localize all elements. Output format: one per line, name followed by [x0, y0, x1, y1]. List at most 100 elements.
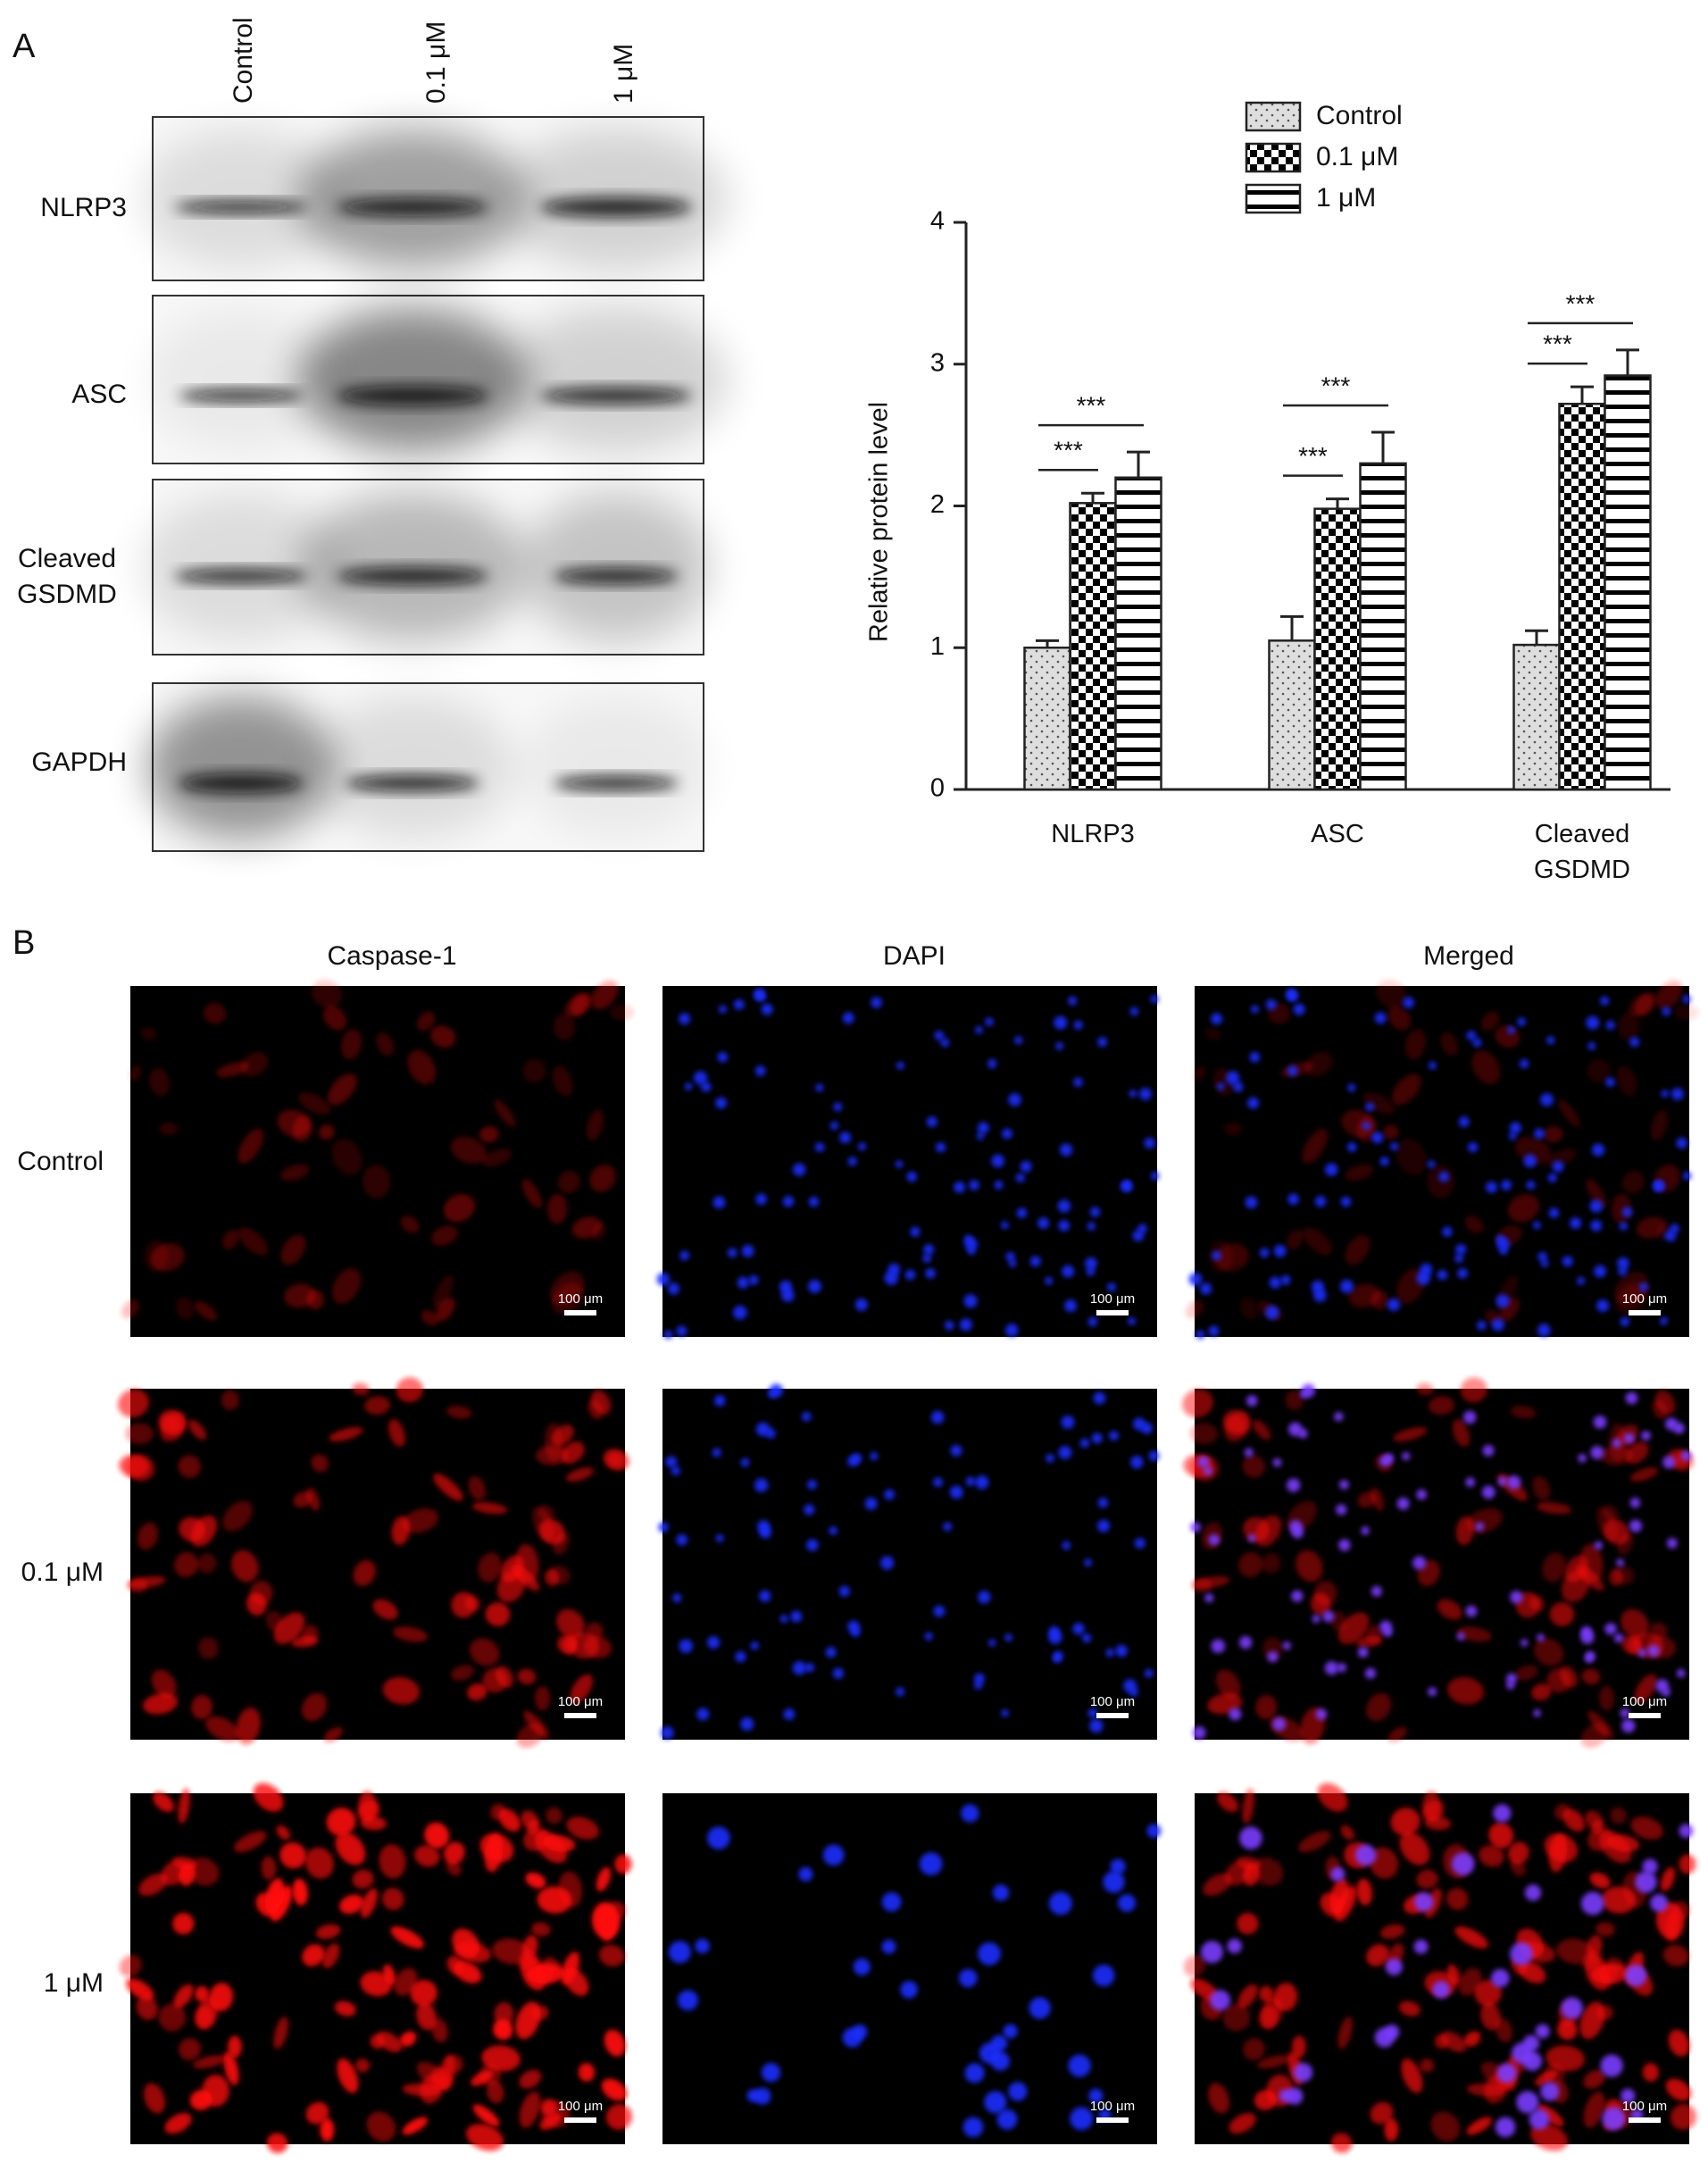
nucleus [967, 1247, 976, 1256]
nucleus [1540, 2082, 1560, 2101]
nucleus [906, 1171, 917, 1182]
nucleus [1547, 1173, 1557, 1182]
nucleus [992, 1884, 1010, 1901]
nucleus [1197, 1456, 1210, 1468]
nucleus [808, 1280, 821, 1293]
nucleus [1428, 1687, 1437, 1697]
cell [280, 1164, 310, 1182]
cell [144, 2083, 165, 2114]
cell [266, 2133, 288, 2153]
cell [1613, 1566, 1635, 1585]
nucleus [807, 1480, 817, 1490]
nucleus [1390, 1142, 1399, 1151]
significance-label: *** [1543, 330, 1572, 358]
nucleus [1129, 1006, 1139, 1016]
significance-label: *** [1566, 289, 1596, 317]
cell [553, 1532, 570, 1555]
cell [467, 1683, 487, 1701]
nucleus [1537, 1251, 1547, 1262]
nucleus [1238, 1635, 1253, 1649]
nucleus [1128, 1316, 1136, 1325]
blot-label: GAPDH [31, 747, 127, 777]
cell [468, 1475, 487, 1501]
nucleus [832, 1667, 844, 1679]
cell [570, 1674, 593, 1704]
nucleus [1432, 1981, 1450, 1999]
nucleus [1188, 1273, 1203, 1286]
nucleus [925, 1268, 936, 1279]
nucleus [1520, 1058, 1529, 1069]
cell [1466, 2084, 1505, 2097]
nucleus [733, 1305, 747, 1320]
nucleus [1580, 1892, 1604, 1916]
nucleus [1151, 1172, 1160, 1181]
cell [1629, 992, 1656, 1017]
nucleus [1265, 998, 1277, 1010]
cell [478, 1552, 502, 1583]
cell [334, 2000, 356, 2017]
cell [1546, 1148, 1577, 1167]
nucleus [1496, 2063, 1517, 2084]
cell [1376, 979, 1407, 1008]
nucleus [1324, 1163, 1338, 1176]
cell [1242, 1455, 1266, 1478]
nucleus [1246, 1395, 1258, 1407]
nucleus [858, 1142, 867, 1151]
cell [1543, 1126, 1563, 1143]
cell [1401, 2058, 1423, 2093]
nucleus [1625, 1391, 1638, 1405]
row-label: 1 μM [44, 1968, 104, 1998]
cell [143, 1692, 179, 1715]
nucleus [1521, 1639, 1529, 1647]
cell [553, 1013, 576, 1040]
cell [1298, 1831, 1331, 1852]
cell [1542, 1552, 1566, 1583]
cell [150, 1243, 185, 1272]
nucleus [1600, 2054, 1623, 2077]
nucleus [963, 1234, 973, 1244]
nucleus [1647, 1644, 1660, 1658]
cell [1393, 1427, 1428, 1442]
nucleus [1322, 1610, 1335, 1623]
nucleus [1466, 1031, 1477, 1040]
cell [562, 1634, 578, 1656]
nucleus [978, 1942, 1001, 1966]
cell [253, 1783, 284, 1812]
cell [1531, 1683, 1552, 1701]
nucleus [940, 1038, 950, 1048]
nucleus [1291, 1526, 1304, 1539]
cell [1581, 1668, 1601, 1685]
nucleus [987, 1058, 997, 1069]
nucleus [1600, 996, 1610, 1006]
nucleus [1267, 1650, 1279, 1663]
nucleus [1087, 1222, 1096, 1231]
cell [1548, 1833, 1568, 1873]
cell [1507, 1194, 1540, 1223]
nucleus [1683, 1172, 1692, 1181]
nucleus [712, 1448, 721, 1457]
cell [320, 2117, 335, 2142]
cell [557, 1170, 580, 1194]
cell [1582, 1950, 1602, 1970]
nucleus [696, 1708, 710, 1721]
cell [1345, 1234, 1371, 1265]
cell [1430, 2111, 1461, 2142]
nucleus [761, 2062, 781, 2083]
nucleus [707, 1826, 730, 1850]
nucleus [1402, 1452, 1411, 1461]
cell [1480, 1011, 1500, 1031]
nucleus [985, 1017, 994, 1026]
nucleus [1618, 1266, 1628, 1276]
cell [592, 1901, 621, 1940]
cell [1587, 1058, 1611, 1083]
cell [1454, 1926, 1488, 1949]
nucleus [1193, 1725, 1206, 1740]
cell [436, 1298, 455, 1322]
cell [376, 1032, 395, 1056]
cell [1384, 2117, 1399, 2142]
nucleus [1590, 1446, 1604, 1460]
nucleus [684, 1082, 693, 1090]
nucleus [1529, 2109, 1550, 2130]
cell [494, 2001, 514, 2026]
nucleus [1282, 1641, 1291, 1650]
